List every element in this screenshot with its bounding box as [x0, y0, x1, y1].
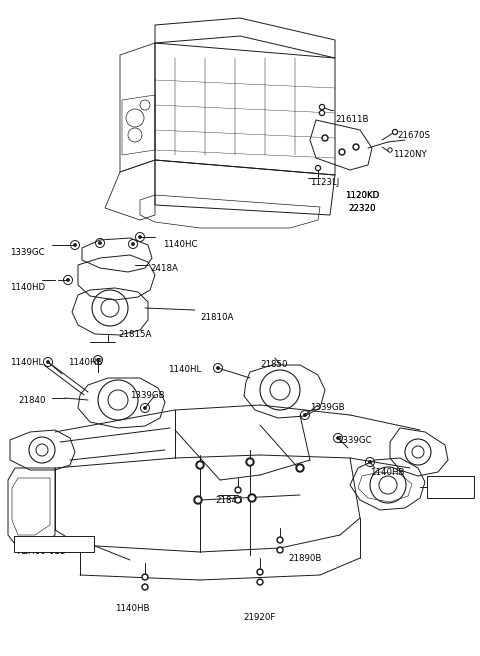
Text: 21890B: 21890B — [288, 554, 322, 563]
Circle shape — [389, 149, 391, 151]
Circle shape — [304, 414, 306, 416]
Circle shape — [196, 498, 200, 502]
Circle shape — [144, 407, 146, 409]
Circle shape — [99, 242, 101, 244]
Circle shape — [144, 586, 146, 588]
Text: 21810A: 21810A — [200, 313, 233, 322]
Text: 1120KD: 1120KD — [345, 191, 379, 200]
Circle shape — [217, 367, 219, 369]
Circle shape — [317, 167, 319, 169]
Text: 1140HL: 1140HL — [10, 358, 43, 367]
Circle shape — [235, 497, 241, 503]
FancyBboxPatch shape — [427, 476, 474, 498]
Circle shape — [259, 571, 262, 573]
Circle shape — [339, 149, 345, 155]
Circle shape — [246, 458, 254, 466]
Circle shape — [257, 569, 263, 575]
Circle shape — [142, 574, 148, 580]
Circle shape — [144, 575, 146, 579]
Text: 1339GC: 1339GC — [337, 436, 372, 445]
Circle shape — [322, 135, 328, 141]
Circle shape — [369, 461, 371, 463]
Text: REF.60-611: REF.60-611 — [18, 547, 67, 556]
Circle shape — [67, 279, 69, 281]
Circle shape — [132, 243, 134, 245]
Text: 1140HC: 1140HC — [163, 240, 197, 249]
Text: 21670S: 21670S — [397, 131, 430, 140]
Circle shape — [139, 236, 141, 238]
Circle shape — [248, 494, 256, 502]
Circle shape — [355, 146, 358, 148]
Text: 1339GC: 1339GC — [10, 248, 45, 257]
Circle shape — [97, 359, 99, 361]
Circle shape — [321, 112, 323, 114]
Text: 1140HB: 1140HB — [370, 468, 405, 477]
Circle shape — [198, 463, 202, 467]
Circle shape — [259, 581, 262, 583]
FancyBboxPatch shape — [14, 536, 94, 552]
Circle shape — [237, 489, 240, 491]
Text: 21920F: 21920F — [243, 613, 276, 622]
Circle shape — [278, 539, 281, 541]
Circle shape — [196, 461, 204, 469]
Text: 1120NY: 1120NY — [393, 150, 427, 159]
Text: 22320: 22320 — [348, 204, 375, 213]
Circle shape — [257, 579, 263, 585]
Text: 1140HL: 1140HL — [168, 365, 201, 374]
Text: 21850: 21850 — [260, 360, 288, 369]
Text: 1120KD: 1120KD — [345, 191, 379, 200]
Circle shape — [74, 244, 76, 246]
Circle shape — [320, 104, 324, 110]
Circle shape — [394, 131, 396, 133]
Text: 21626: 21626 — [438, 490, 466, 499]
Text: 1140HD: 1140HD — [10, 283, 45, 292]
Text: 21840: 21840 — [18, 396, 46, 405]
Circle shape — [235, 487, 241, 493]
Circle shape — [296, 464, 304, 472]
Circle shape — [337, 437, 339, 440]
Circle shape — [194, 496, 202, 504]
Circle shape — [388, 148, 392, 152]
Circle shape — [277, 547, 283, 553]
Circle shape — [248, 460, 252, 464]
Circle shape — [324, 136, 326, 140]
Text: 1339GB: 1339GB — [310, 403, 345, 412]
Circle shape — [237, 499, 240, 501]
Text: 21611B: 21611B — [335, 115, 369, 124]
Text: 21815A: 21815A — [118, 330, 151, 339]
Circle shape — [321, 106, 323, 108]
Circle shape — [278, 548, 281, 552]
Circle shape — [340, 150, 344, 154]
Text: 21831B: 21831B — [432, 490, 466, 499]
Circle shape — [320, 110, 324, 115]
Circle shape — [393, 129, 397, 134]
Text: 1140HB: 1140HB — [115, 604, 149, 613]
Circle shape — [250, 496, 254, 500]
Circle shape — [315, 165, 321, 171]
Circle shape — [353, 144, 359, 150]
Text: 1339GB: 1339GB — [130, 391, 165, 400]
Text: 2418A: 2418A — [150, 264, 178, 273]
Text: 1123LJ: 1123LJ — [310, 178, 339, 187]
Text: 1140HB: 1140HB — [68, 358, 103, 367]
Circle shape — [142, 584, 148, 590]
Circle shape — [47, 361, 49, 363]
Text: 22320: 22320 — [348, 204, 375, 213]
Circle shape — [298, 466, 302, 470]
Text: 21846: 21846 — [215, 496, 242, 505]
Circle shape — [277, 537, 283, 543]
